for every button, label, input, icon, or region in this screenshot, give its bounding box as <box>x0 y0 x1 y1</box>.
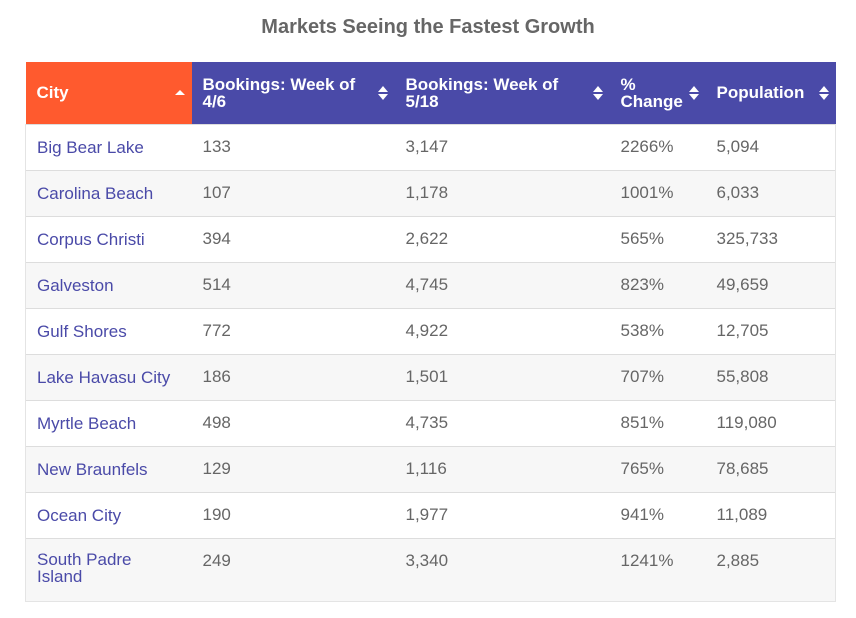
table-row: New Braunfels 129 1,116 765% 78,685 <box>25 445 836 492</box>
city-cell[interactable]: Ocean City <box>25 491 192 538</box>
sort-ascending-icon <box>174 89 185 95</box>
column-header-bookings-5-18[interactable]: Bookings: Week of 5/18 <box>394 62 610 124</box>
bookings-4-6-cell: 133 <box>191 123 395 170</box>
column-header-label: % Change <box>620 74 683 111</box>
percent-change-cell: 565% <box>609 215 706 262</box>
column-header-label: Bookings: Week of 5/18 <box>405 74 559 111</box>
percent-change-cell: 1001% <box>609 169 706 216</box>
column-header-bookings-4-6[interactable]: Bookings: Week of 4/6 <box>191 62 395 124</box>
sort-both-icon <box>818 85 829 100</box>
city-cell[interactable]: Lake Havasu City <box>25 353 192 400</box>
city-cell[interactable]: Gulf Shores <box>25 307 192 354</box>
column-header-population[interactable]: Population <box>705 62 836 124</box>
table-row: Lake Havasu City 186 1,501 707% 55,808 <box>25 353 836 400</box>
bookings-5-18-cell: 1,977 <box>394 491 610 538</box>
bookings-4-6-cell: 129 <box>191 445 395 492</box>
bookings-4-6-cell: 190 <box>191 491 395 538</box>
bookings-5-18-cell: 2,622 <box>394 215 610 262</box>
percent-change-cell: 851% <box>609 399 706 446</box>
bookings-4-6-cell: 107 <box>191 169 395 216</box>
city-link[interactable]: Ocean City <box>37 505 122 525</box>
population-cell: 12,705 <box>705 307 836 354</box>
city-link[interactable]: Gulf Shores <box>37 321 127 341</box>
city-link[interactable]: Carolina Beach <box>37 183 154 203</box>
column-header-label: Population <box>716 83 805 103</box>
population-cell: 119,080 <box>705 399 836 446</box>
percent-change-cell: 765% <box>609 445 706 492</box>
population-cell: 55,808 <box>705 353 836 400</box>
city-link[interactable]: South Padre Island <box>37 549 132 586</box>
population-cell: 2,885 <box>705 537 836 602</box>
bookings-5-18-cell: 1,501 <box>394 353 610 400</box>
city-cell[interactable]: Corpus Christi <box>25 215 192 262</box>
percent-change-cell: 941% <box>609 491 706 538</box>
percent-change-cell: 823% <box>609 261 706 308</box>
sort-both-icon <box>592 85 603 100</box>
city-cell[interactable]: Myrtle Beach <box>25 399 192 446</box>
markets-table: City Bookings: Week of 4/6 Bookings: Wee… <box>25 62 836 602</box>
city-cell[interactable]: Carolina Beach <box>25 169 192 216</box>
city-cell[interactable]: New Braunfels <box>25 445 192 492</box>
percent-change-cell: 707% <box>609 353 706 400</box>
population-cell: 49,659 <box>705 261 836 308</box>
population-cell: 325,733 <box>705 215 836 262</box>
table-row: South Padre Island 249 3,340 1241% 2,885 <box>25 537 836 602</box>
city-link[interactable]: Lake Havasu City <box>37 367 171 387</box>
population-cell: 78,685 <box>705 445 836 492</box>
table-row: Corpus Christi 394 2,622 565% 325,733 <box>25 215 836 262</box>
bookings-4-6-cell: 394 <box>191 215 395 262</box>
city-link[interactable]: Myrtle Beach <box>37 413 137 433</box>
bookings-5-18-cell: 3,340 <box>394 537 610 602</box>
city-cell[interactable]: Big Bear Lake <box>25 123 192 170</box>
chart-title: Markets Seeing the Fastest Growth <box>261 16 595 38</box>
table-row: Ocean City 190 1,977 941% 11,089 <box>25 491 836 538</box>
sort-both-icon <box>377 85 388 100</box>
city-link[interactable]: Corpus Christi <box>37 229 145 249</box>
bookings-5-18-cell: 4,735 <box>394 399 610 446</box>
column-header-city[interactable]: City <box>25 62 192 124</box>
city-link[interactable]: Galveston <box>37 275 114 295</box>
city-cell[interactable]: Galveston <box>25 261 192 308</box>
bookings-5-18-cell: 4,745 <box>394 261 610 308</box>
bookings-5-18-cell: 1,178 <box>394 169 610 216</box>
table-row: Big Bear Lake 133 3,147 2266% 5,094 <box>25 123 836 170</box>
population-cell: 5,094 <box>705 123 836 170</box>
city-link[interactable]: New Braunfels <box>37 459 148 479</box>
column-header-label: City <box>36 83 69 103</box>
bookings-5-18-cell: 3,147 <box>394 123 610 170</box>
table-row: Gulf Shores 772 4,922 538% 12,705 <box>25 307 836 354</box>
bookings-4-6-cell: 498 <box>191 399 395 446</box>
city-link[interactable]: Big Bear Lake <box>37 137 144 157</box>
bookings-5-18-cell: 1,116 <box>394 445 610 492</box>
bookings-4-6-cell: 514 <box>191 261 395 308</box>
percent-change-cell: 1241% <box>609 537 706 602</box>
bookings-5-18-cell: 4,922 <box>394 307 610 354</box>
sort-both-icon <box>688 85 699 100</box>
header-row: City Bookings: Week of 4/6 Bookings: Wee… <box>25 62 836 124</box>
column-header-percent-change[interactable]: % Change <box>609 62 706 124</box>
population-cell: 6,033 <box>705 169 836 216</box>
table-row: Myrtle Beach 498 4,735 851% 119,080 <box>25 399 836 446</box>
city-cell[interactable]: South Padre Island <box>25 537 192 602</box>
bookings-4-6-cell: 186 <box>191 353 395 400</box>
percent-change-cell: 538% <box>609 307 706 354</box>
bookings-4-6-cell: 249 <box>191 537 395 602</box>
population-cell: 11,089 <box>705 491 836 538</box>
column-header-label: Bookings: Week of 4/6 <box>202 74 356 111</box>
table-row: Galveston 514 4,745 823% 49,659 <box>25 261 836 308</box>
table-row: Carolina Beach 107 1,178 1001% 6,033 <box>25 169 836 216</box>
bookings-4-6-cell: 772 <box>191 307 395 354</box>
percent-change-cell: 2266% <box>609 123 706 170</box>
